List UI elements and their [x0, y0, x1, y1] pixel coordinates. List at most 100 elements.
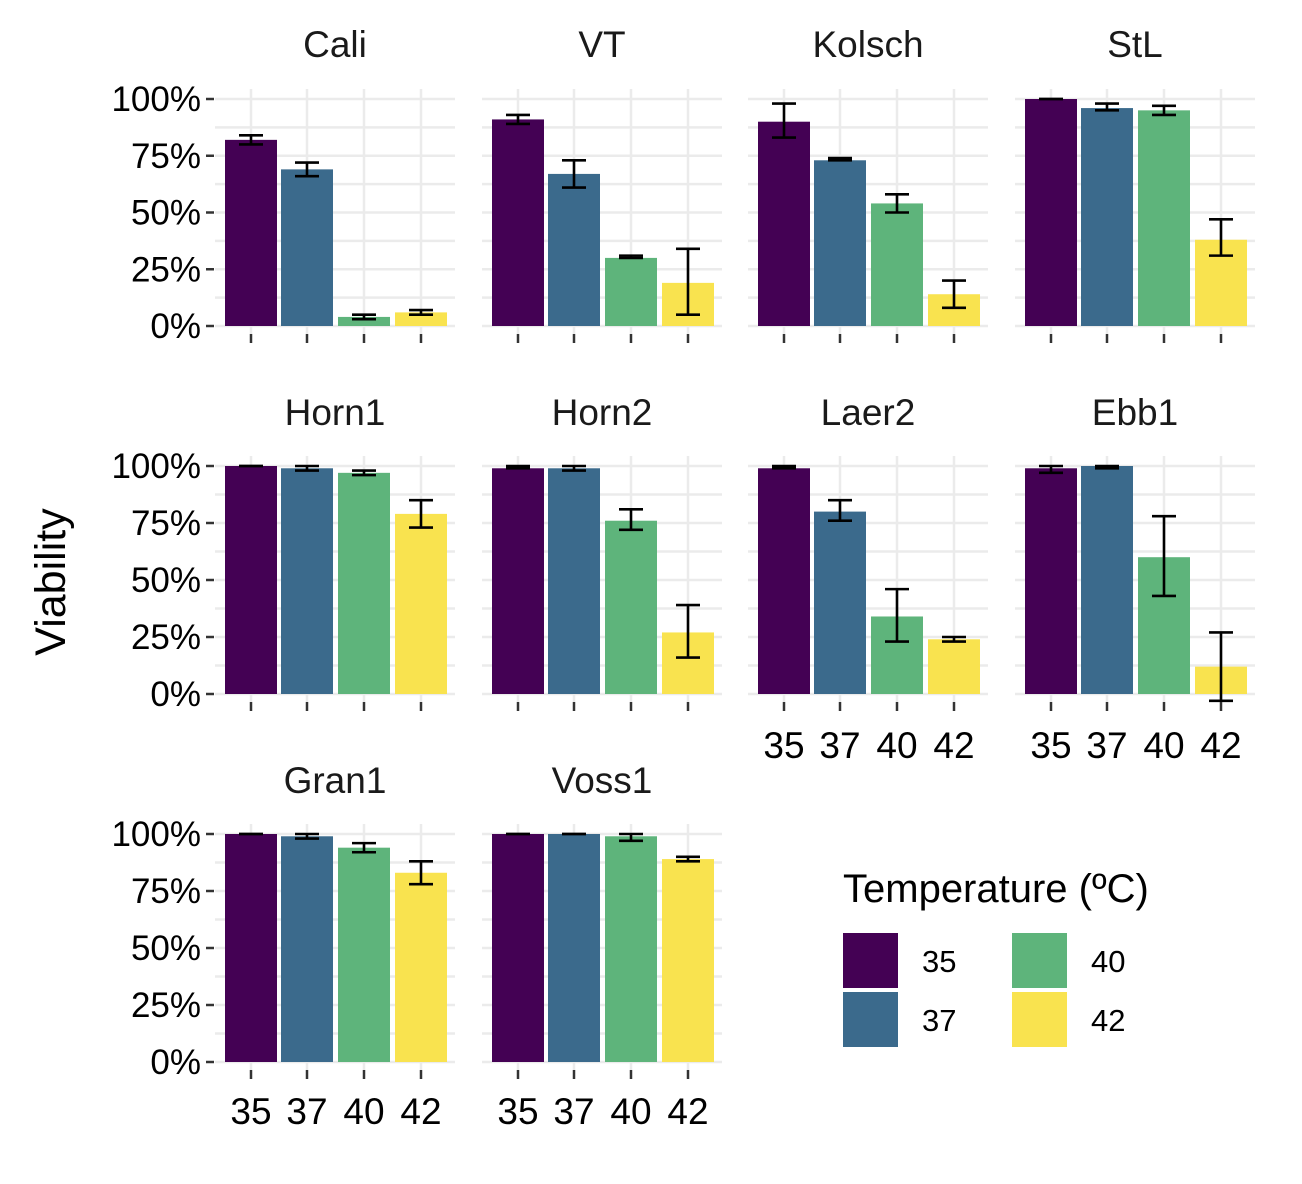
- x-tick-label: 37: [286, 1091, 327, 1132]
- error-bar-kolsch-42: [942, 279, 966, 310]
- error-bar-ebb1-42: [1209, 631, 1233, 703]
- bar-ebb1-35: [1025, 468, 1077, 694]
- legend: Temperature (ºC) 35 37 40 42: [843, 867, 1149, 1047]
- bar-vt-40: [605, 257, 657, 326]
- error-bar-horn2-37: [562, 464, 586, 472]
- error-bar-horn2-35: [506, 464, 530, 470]
- legend-label-37: 37: [922, 1003, 956, 1038]
- facet-voss1: Voss1 35 37 40 42: [482, 760, 722, 1132]
- error-bar-laer2-40: [885, 587, 909, 643]
- x-tick-label: 40: [1143, 725, 1184, 766]
- legend-title: Temperature (ºC): [843, 867, 1149, 911]
- x-tick-label: 42: [1200, 725, 1241, 766]
- error-bar-cali-37: [295, 161, 319, 178]
- legend-items: 35 37 40 42: [843, 933, 1125, 1047]
- error-bar-kolsch-40: [885, 193, 909, 214]
- x-tick-label: 42: [400, 1091, 441, 1132]
- facet-stl: StL: [1015, 24, 1255, 343]
- error-bar-cali-40: [352, 313, 376, 321]
- facet-cali: Cali 0% 25% 50% 75% 100%: [111, 24, 455, 346]
- facet-horn1: Horn1 0% 25% 50% 75% 100%: [111, 392, 455, 714]
- facet-title: VT: [578, 24, 625, 65]
- x-tick-label: 35: [763, 725, 804, 766]
- error-bar-gran1-37: [295, 832, 319, 840]
- x-tick-label: 40: [343, 1091, 384, 1132]
- error-bar-stl-37: [1095, 102, 1119, 112]
- error-bar-stl-40: [1152, 104, 1176, 117]
- legend-label-35: 35: [922, 944, 956, 979]
- error-bar-laer2-35: [772, 464, 796, 470]
- error-bar-gran1-42: [409, 860, 433, 886]
- error-bar-horn1-40: [352, 469, 376, 477]
- error-bar-gran1-40: [352, 841, 376, 854]
- x-tick-label: 40: [610, 1091, 651, 1132]
- bar-laer2-37: [814, 511, 866, 694]
- error-bar-vt-42: [676, 247, 700, 316]
- bar-gran1-37: [281, 836, 333, 1062]
- error-bar-horn1-42: [409, 498, 433, 529]
- y-tick-label: 50%: [131, 929, 201, 968]
- error-bar-horn1-37: [295, 464, 319, 472]
- x-tick-label: 35: [230, 1091, 271, 1132]
- error-bar-voss1-42: [676, 855, 700, 863]
- bar-horn2-35: [492, 468, 544, 694]
- facet-title: Kolsch: [812, 24, 923, 65]
- y-tick-label: 100%: [111, 815, 201, 854]
- facet-panels: Cali 0% 25% 50% 75% 100% VT Kolsch StL Horn1 0% 25%…: [111, 24, 1255, 1132]
- error-bar-stl-42: [1209, 218, 1233, 257]
- bar-gran1-40: [338, 847, 390, 1062]
- y-tick-label: 0%: [150, 307, 201, 346]
- y-tick-label: 75%: [131, 137, 201, 176]
- legend-label-42: 42: [1091, 1003, 1125, 1038]
- x-tick-label: 42: [667, 1091, 708, 1132]
- facet-title: Voss1: [552, 760, 653, 801]
- error-bar-vt-35: [506, 113, 530, 126]
- y-tick-label: 100%: [111, 447, 201, 486]
- bar-voss1-37: [548, 834, 600, 1062]
- error-bar-horn2-40: [619, 508, 643, 532]
- error-bar-kolsch-37: [828, 156, 852, 162]
- facet-vt: VT: [482, 24, 722, 343]
- facet-laer2: Laer2 35 37 40 42: [748, 392, 988, 766]
- bar-kolsch-35: [758, 121, 810, 326]
- bar-vt-37: [548, 173, 600, 326]
- bar-gran1-35: [225, 834, 277, 1062]
- bar-kolsch-40: [871, 203, 923, 326]
- facet-horn2: Horn2: [482, 392, 722, 711]
- bar-horn1-42: [395, 513, 447, 694]
- facet-title: Ebb1: [1092, 392, 1178, 433]
- bar-horn1-40: [338, 472, 390, 694]
- facet-kolsch: Kolsch: [748, 24, 988, 343]
- facet-title: Horn2: [552, 392, 653, 433]
- y-tick-label: 25%: [131, 250, 201, 289]
- error-bar-horn2-42: [676, 603, 700, 659]
- error-bar-ebb1-37: [1095, 464, 1119, 470]
- x-tick-label: 35: [1030, 725, 1071, 766]
- facet-title: StL: [1107, 24, 1163, 65]
- error-bar-kolsch-35: [772, 102, 796, 139]
- bar-stl-35: [1025, 99, 1077, 326]
- legend-swatch-40: [1012, 933, 1067, 988]
- bar-cali-42: [395, 312, 447, 326]
- error-bar-vt-40: [619, 254, 643, 260]
- bar-vt-35: [492, 119, 544, 327]
- facet-ebb1: Ebb1 35 37 40 42: [1015, 392, 1255, 766]
- bar-horn2-37: [548, 468, 600, 694]
- error-bar-vt-37: [562, 158, 586, 189]
- error-bar-laer2-37: [828, 498, 852, 523]
- bar-laer2-42: [928, 639, 980, 694]
- bar-horn2-40: [605, 520, 657, 694]
- bar-horn1-37: [281, 468, 333, 694]
- bar-stl-37: [1081, 108, 1133, 326]
- bar-gran1-42: [395, 872, 447, 1062]
- x-tick-label: 37: [1086, 725, 1127, 766]
- x-tick-label: 37: [819, 725, 860, 766]
- error-bar-ebb1-35: [1039, 464, 1063, 475]
- facet-title: Horn1: [285, 392, 386, 433]
- bar-stl-40: [1138, 110, 1190, 326]
- legend-swatch-42: [1012, 992, 1067, 1047]
- legend-swatch-37: [843, 992, 898, 1047]
- bar-cali-40: [338, 316, 390, 326]
- y-tick-label: 50%: [131, 194, 201, 233]
